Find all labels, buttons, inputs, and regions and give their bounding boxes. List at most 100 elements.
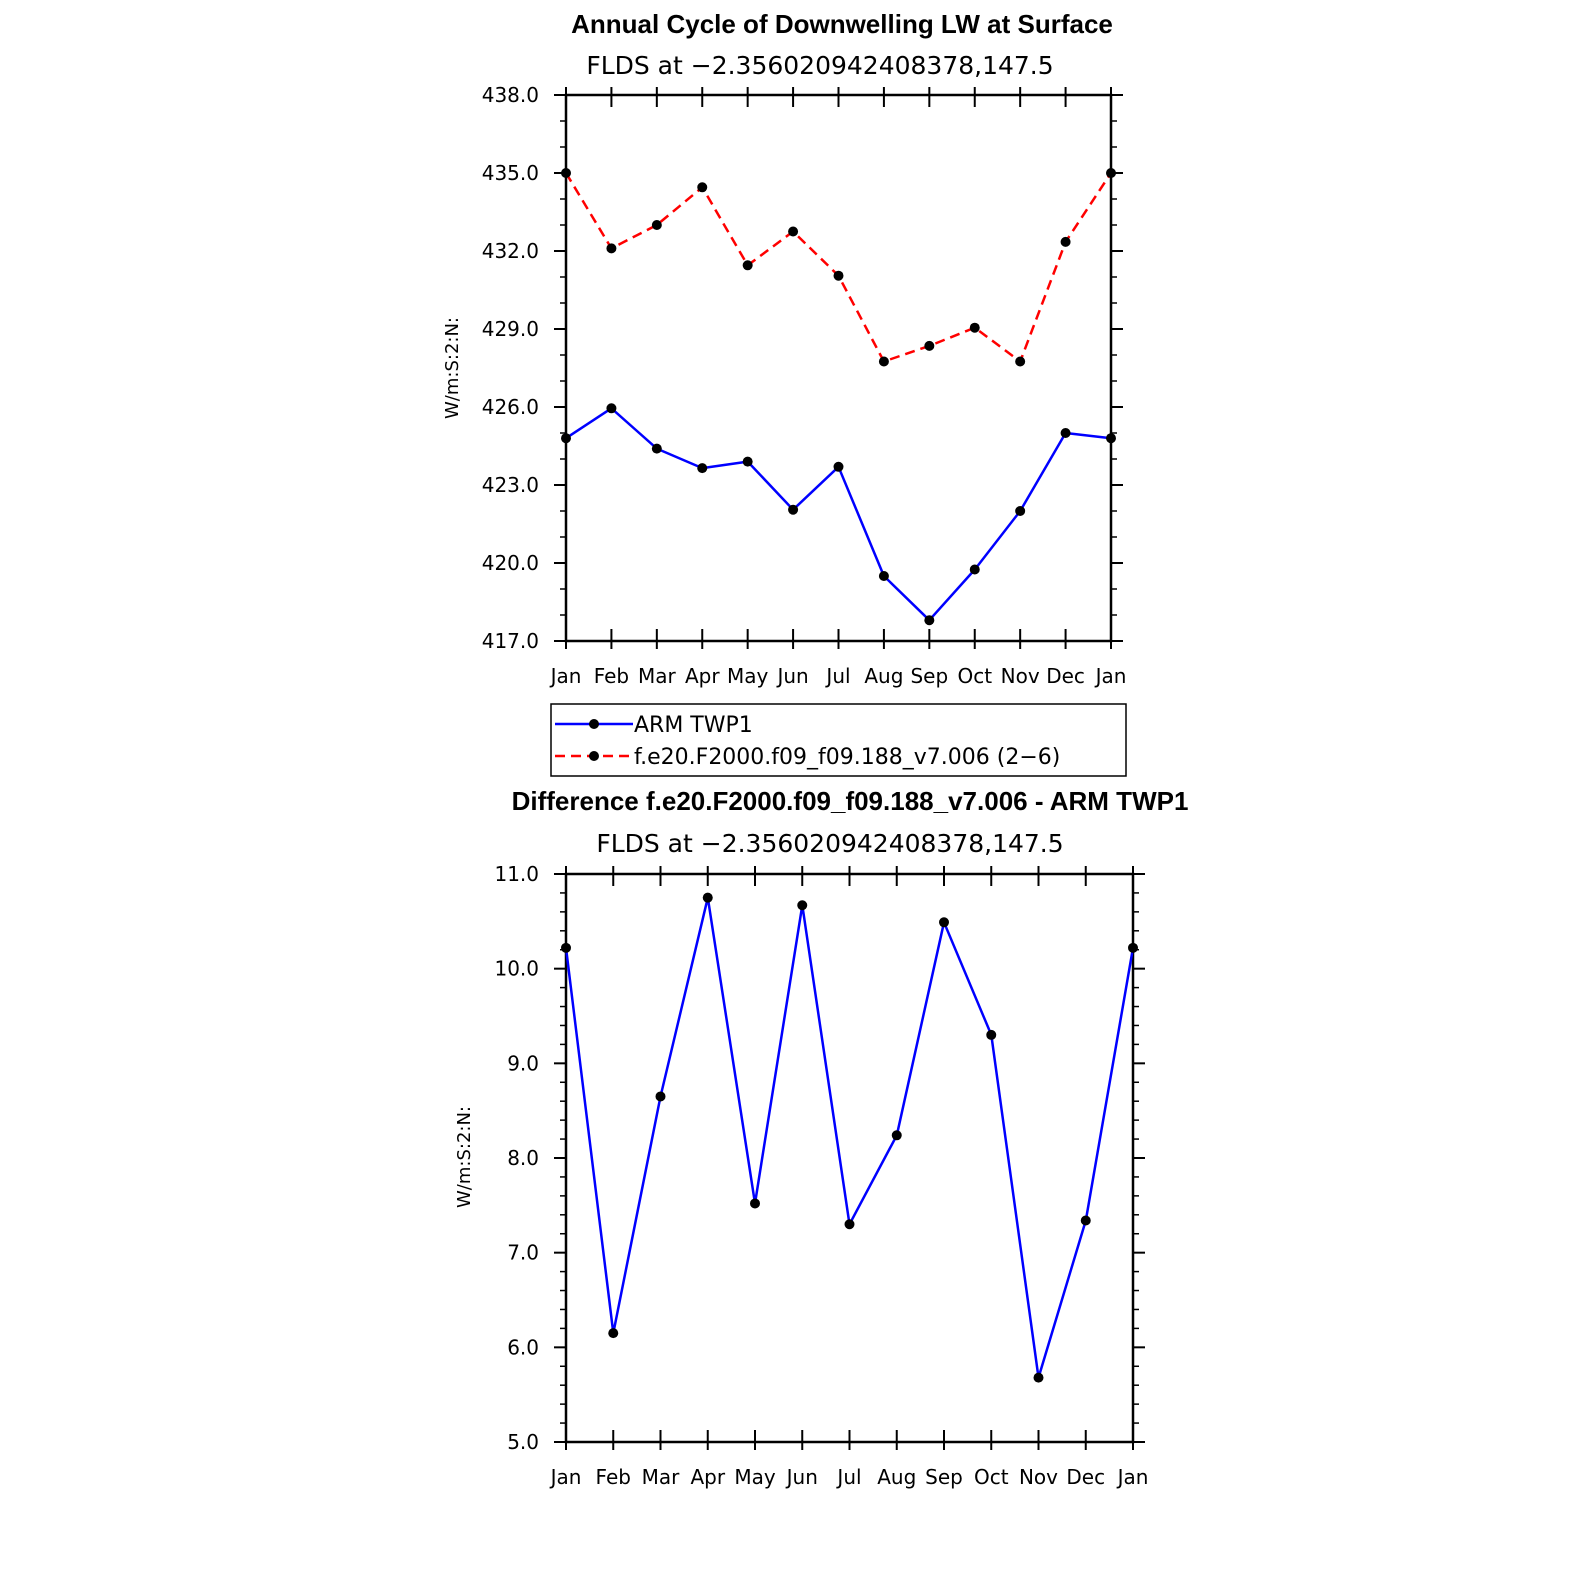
top-chart-y-tick-label: 423.0 bbox=[482, 473, 539, 497]
bottom-chart-axes-box bbox=[564, 872, 1135, 1444]
bottom-chart-y-tick-label: 6.0 bbox=[507, 1335, 539, 1359]
legend-series-1-label: ARM TWP1 bbox=[634, 713, 753, 738]
bottom-chart-y-tick-label: 9.0 bbox=[507, 1051, 539, 1075]
top-chart-y-tick-label: 438.0 bbox=[482, 83, 539, 107]
bottom-chart-y-axis-label: W/m:S:2:N: bbox=[454, 1106, 475, 1208]
top-chart-x-tick-label: Feb bbox=[594, 664, 629, 688]
top-chart-series-1-point bbox=[651, 443, 662, 454]
top-chart-series-1-point bbox=[924, 615, 935, 626]
top-chart-x-tick-label: Dec bbox=[1046, 664, 1085, 688]
top-chart-series-1-point bbox=[606, 403, 617, 414]
bottom-chart-y-tick-label: 7.0 bbox=[507, 1241, 539, 1265]
top-chart-panel: Annual Cycle of Downwelling LW at Surfac… bbox=[442, 9, 1127, 777]
bottom-chart-x-tick-label: Jun bbox=[785, 1465, 818, 1489]
top-chart-series-1-point bbox=[969, 564, 980, 575]
top-chart-series-2-point bbox=[1060, 236, 1071, 247]
top-chart-series-1-point bbox=[1015, 506, 1026, 516]
legend-series-1-marker bbox=[589, 719, 599, 729]
top-chart-series-2-point bbox=[697, 182, 708, 193]
top-chart-y-axis-label: W/m:S:2:N: bbox=[442, 317, 463, 419]
top-chart-legend: ARM TWP1 f.e20.F2000.f09_f09.188_v7.006 … bbox=[550, 703, 1127, 777]
top-chart-y-tick-label: 420.0 bbox=[482, 551, 539, 575]
bottom-chart-y-tick-label: 5.0 bbox=[507, 1430, 539, 1454]
top-chart-series-1-point bbox=[561, 433, 571, 444]
top-chart-series-1-line bbox=[565, 407, 1112, 622]
bottom-chart-x-tick-labels: Jan Feb Mar Apr May Jun Jul Aug Sep Oct Nov Dec Jan bbox=[549, 1465, 1149, 1489]
top-chart-axes-box bbox=[564, 93, 1113, 643]
legend-series-2-marker bbox=[589, 751, 599, 761]
bottom-chart-x-tick-label: Jan bbox=[549, 1465, 582, 1489]
top-chart-y-tick-label: 429.0 bbox=[482, 317, 539, 341]
top-chart-series-2-point bbox=[924, 340, 935, 351]
bottom-chart-series-1-point bbox=[844, 1219, 855, 1230]
bottom-chart-y-tick-label: 11.0 bbox=[494, 862, 539, 886]
bottom-chart-series-1-point bbox=[1128, 942, 1138, 953]
top-chart-x-tick-label: Apr bbox=[685, 664, 720, 688]
top-chart-series bbox=[561, 168, 1116, 626]
top-chart-x-tick-label: Mar bbox=[638, 664, 677, 688]
bottom-chart-series-1-point bbox=[1080, 1215, 1091, 1226]
top-chart-x-tick-label: Sep bbox=[910, 664, 948, 688]
top-chart-series-1-point bbox=[742, 456, 753, 467]
bottom-chart-x-tick-label: May bbox=[734, 1465, 776, 1489]
bottom-chart-series-1-point bbox=[797, 900, 808, 911]
bottom-chart-series-1-point bbox=[1033, 1372, 1044, 1383]
top-chart-x-tick-label: Oct bbox=[957, 664, 992, 688]
top-chart-series-1-point bbox=[788, 504, 799, 515]
top-chart-x-tick-label: May bbox=[727, 664, 769, 688]
bottom-chart-x-tick-label: Oct bbox=[974, 1465, 1009, 1489]
bottom-chart-series-1-point bbox=[750, 1198, 760, 1209]
top-chart-title: Annual Cycle of Downwelling LW at Surfac… bbox=[571, 9, 1113, 39]
top-chart-series-2-point bbox=[606, 243, 617, 254]
bottom-chart-series-1-point bbox=[986, 1029, 997, 1040]
top-chart-series-2-point bbox=[651, 220, 662, 230]
top-chart-series-2-point bbox=[561, 168, 571, 178]
bottom-chart-x-tick-label: Jan bbox=[1116, 1465, 1149, 1489]
bottom-chart-y-tick-label: 10.0 bbox=[494, 957, 539, 981]
bottom-chart-series bbox=[561, 892, 1138, 1383]
top-chart-series-2-point bbox=[742, 260, 753, 271]
top-chart-series-1-point bbox=[878, 571, 889, 581]
top-chart-subtitle: FLDS at −2.356020942408378,147.5 bbox=[586, 51, 1053, 80]
top-chart-series-2-point bbox=[969, 322, 980, 333]
top-chart-series-2-point bbox=[833, 270, 844, 281]
bottom-chart-x-tick-label: Mar bbox=[642, 1465, 681, 1489]
bottom-chart-x-tick-label: Aug bbox=[877, 1465, 916, 1489]
bottom-chart-y-tick-label: 8.0 bbox=[507, 1146, 539, 1170]
bottom-chart-series-1-point bbox=[655, 1091, 666, 1102]
bottom-chart-subtitle: FLDS at −2.356020942408378,147.5 bbox=[596, 829, 1063, 858]
legend-box bbox=[550, 703, 1127, 777]
bottom-chart-x-tick-label: Dec bbox=[1066, 1465, 1105, 1489]
bottom-chart-x-tick-label: Feb bbox=[596, 1465, 631, 1489]
top-chart-series-1-point bbox=[697, 463, 708, 474]
top-chart-x-tick-label: Jul bbox=[824, 664, 850, 688]
bottom-chart-title: Difference f.e20.F2000.f09_f09.188_v7.00… bbox=[512, 786, 1189, 816]
top-chart-series-2-point bbox=[788, 226, 799, 237]
bottom-chart-series-1-point bbox=[891, 1130, 902, 1141]
bottom-chart-y-tick-labels: 5.0 6.0 7.0 8.0 9.0 10.0 11.0 bbox=[494, 862, 539, 1454]
top-chart-series-2-point bbox=[1106, 168, 1116, 178]
bottom-chart-x-tick-label: Sep bbox=[925, 1465, 963, 1489]
bottom-chart-series-1-point bbox=[608, 1328, 619, 1339]
bottom-chart-series-1-point bbox=[939, 917, 949, 928]
bottom-chart-x-tick-label: Jul bbox=[835, 1465, 861, 1489]
bottom-chart-series-1-line bbox=[564, 896, 1135, 1379]
bottom-chart-plot-frame bbox=[554, 866, 1145, 1450]
top-chart-x-tick-label: Jan bbox=[549, 664, 582, 688]
top-chart-series-2-line bbox=[564, 172, 1113, 363]
bottom-chart-series-1-point bbox=[561, 942, 571, 953]
legend-series-2-label: f.e20.F2000.f09_f09.188_v7.006 (2−6) bbox=[634, 745, 1060, 770]
top-chart-y-tick-label: 432.0 bbox=[482, 239, 539, 263]
top-chart-series-2-point bbox=[1015, 356, 1026, 367]
top-chart-x-tick-label: Nov bbox=[1001, 664, 1040, 688]
top-chart-x-tick-label: Aug bbox=[864, 664, 903, 688]
top-chart-y-tick-labels: 417.0 420.0 423.0 426.0 429.0 432.0 435.0 438.0 bbox=[482, 83, 539, 653]
top-chart-x-tick-label: Jun bbox=[775, 664, 808, 688]
top-chart-y-tick-label: 426.0 bbox=[482, 395, 539, 419]
bottom-chart-x-tick-label: Nov bbox=[1019, 1465, 1058, 1489]
top-chart-series-1-point bbox=[1106, 433, 1116, 444]
top-chart-series-1-point bbox=[833, 461, 844, 472]
top-chart-y-tick-label: 417.0 bbox=[482, 629, 539, 653]
